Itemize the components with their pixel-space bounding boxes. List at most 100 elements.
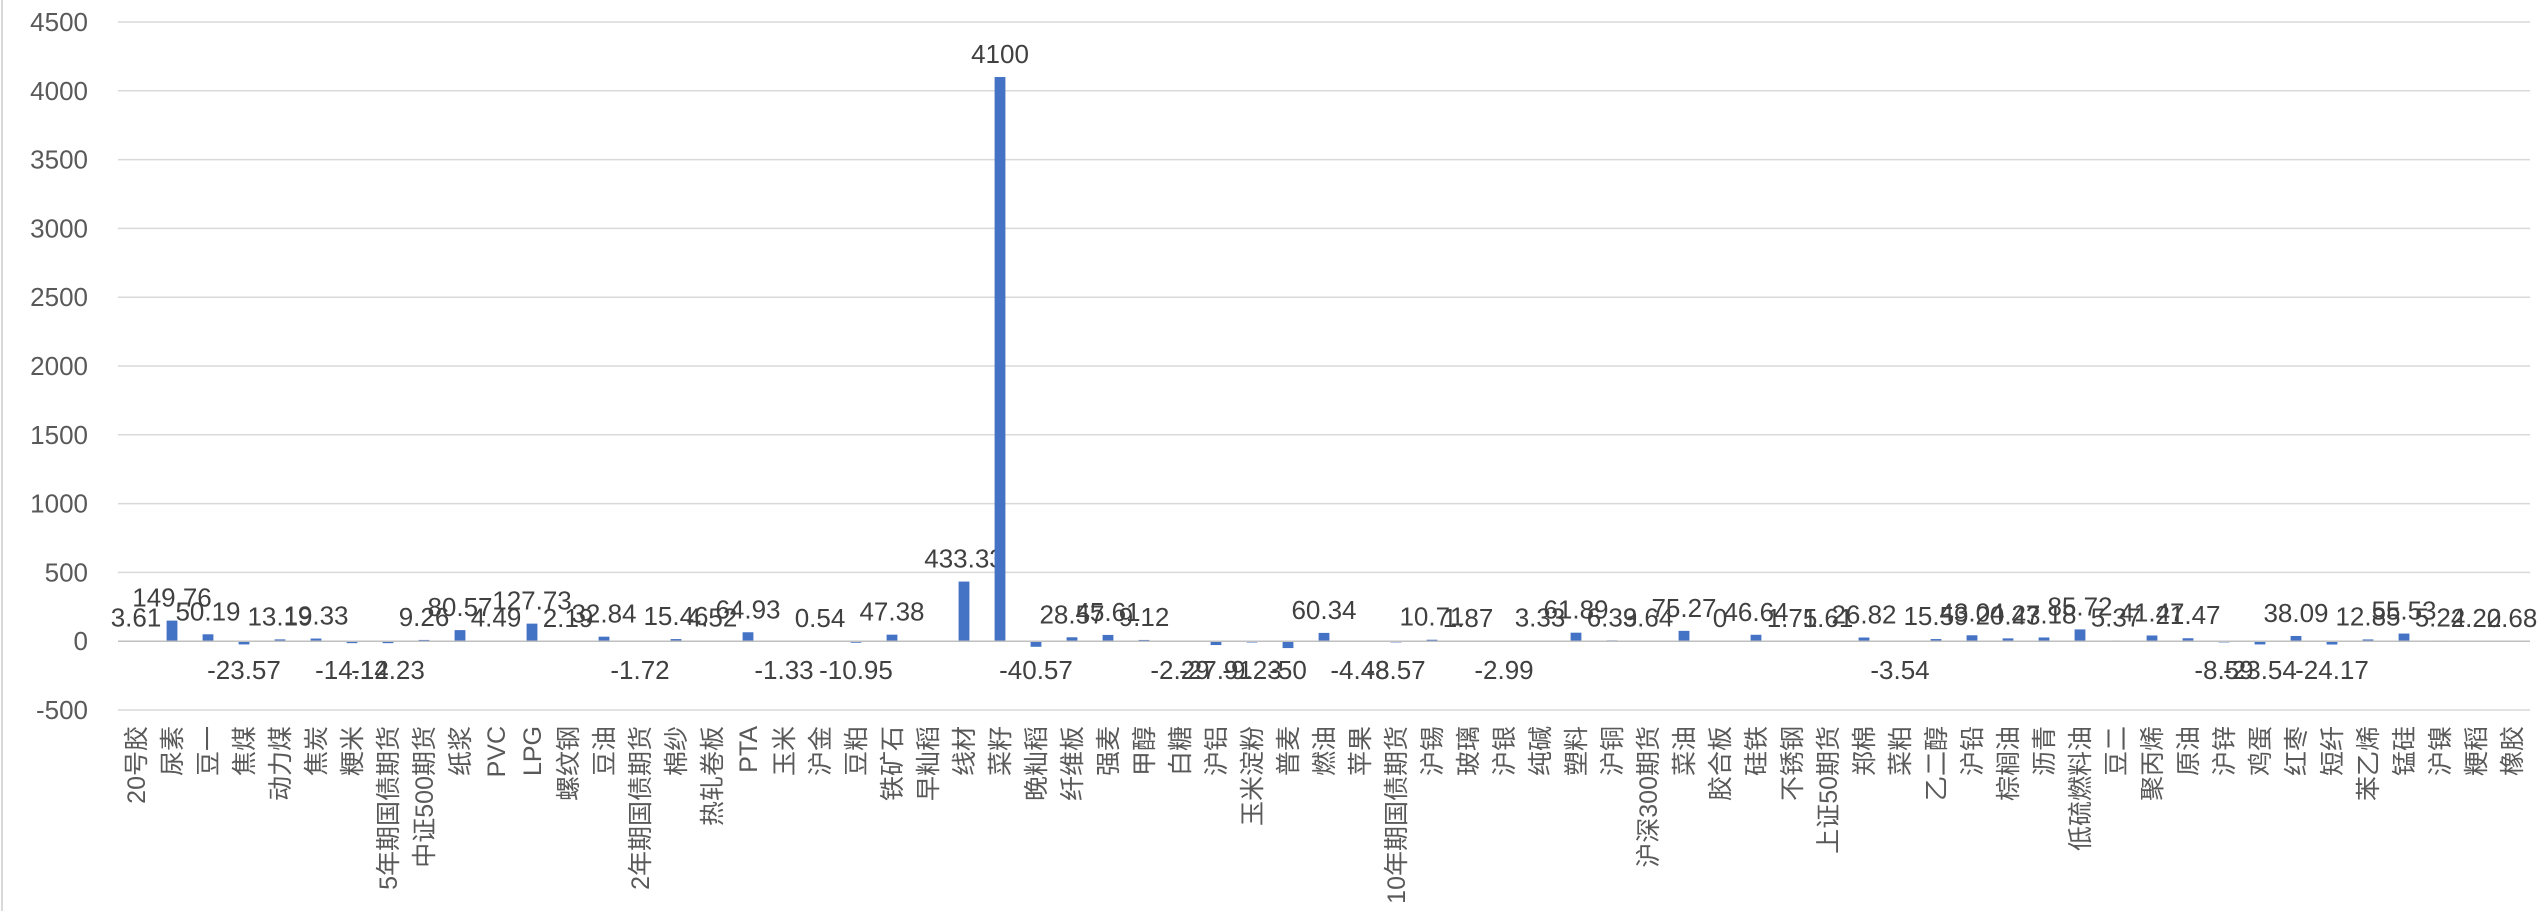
x-tick-label: 早籼稻: [915, 726, 943, 801]
x-tick-label: 尿素: [159, 726, 187, 776]
x-tick-label: 2年期国债期货: [627, 726, 655, 890]
x-tick-label: 铁矿石: [879, 726, 907, 801]
x-tick-label: 焦煤: [231, 726, 259, 776]
y-tick-label: 500: [45, 557, 88, 587]
x-tick-label: 玉米: [771, 726, 799, 776]
bar: [527, 624, 538, 642]
x-tick-label: 沥青: [2031, 726, 2059, 776]
x-tick-label: 红枣: [2283, 726, 2311, 776]
x-tick-label: 5年期国债期货: [375, 726, 403, 890]
data-label: -1.72: [610, 655, 669, 685]
data-label: 26.82: [1831, 600, 1896, 630]
data-label: -10.95: [819, 655, 893, 685]
x-tick-label: PVC: [483, 726, 511, 777]
bar: [1283, 641, 1294, 648]
x-tick-label: 沪铅: [1959, 726, 1987, 776]
x-tick-label: 豆粕: [843, 726, 871, 776]
bar: [2399, 634, 2410, 642]
data-label: 1.87: [1443, 603, 1494, 633]
data-label: 0.68: [2487, 603, 2538, 633]
bar: [455, 630, 466, 641]
x-tick-label: 乙二醇: [1923, 726, 1951, 801]
x-tick-label: 豆二: [2103, 726, 2131, 776]
y-tick-label: 3000: [30, 213, 88, 243]
x-tick-label: LPG: [519, 726, 547, 776]
data-label: -14.23: [351, 655, 425, 685]
x-tick-label: 沪深300期货: [1635, 726, 1663, 868]
y-tick-label: 4000: [30, 76, 88, 106]
y-tick-label: 3500: [30, 145, 88, 175]
x-tick-label: 原油: [2175, 726, 2203, 776]
y-tick-label: 2000: [30, 351, 88, 381]
x-tick-label: 棉纱: [663, 726, 691, 776]
x-tick-label: 白糖: [1167, 726, 1195, 776]
x-tick-label: 动力煤: [267, 726, 295, 801]
data-label: -23.57: [207, 655, 281, 685]
bar: [1751, 635, 1762, 641]
data-label: 9.12: [1119, 602, 1170, 632]
x-tick-label: 甲醇: [1131, 726, 1159, 776]
data-label: -3.54: [1870, 655, 1929, 685]
x-tick-label: 热轧卷板: [699, 726, 727, 826]
data-label: -40.57: [999, 655, 1073, 685]
x-tick-label: 沪锌: [2211, 726, 2239, 776]
bar: [743, 632, 754, 641]
x-tick-label: 沪锡: [1419, 726, 1447, 776]
x-tick-label: 菜籽: [987, 726, 1015, 776]
data-label: -23.54: [2223, 655, 2297, 685]
data-label: 38.09: [2263, 598, 2328, 628]
x-tick-label: 棕榈油: [1995, 726, 2023, 801]
data-label: 19.33: [283, 601, 348, 631]
x-tick-label: 聚丙烯: [2139, 726, 2167, 801]
x-tick-label: 沪镍: [2427, 726, 2455, 776]
x-tick-label: 纤维板: [1059, 726, 1087, 801]
data-label: 64.93: [715, 594, 780, 624]
x-tick-label: 焦炭: [303, 726, 331, 776]
bar: [995, 77, 1006, 641]
x-tick-label: 燃油: [1311, 726, 1339, 776]
x-tick-label: 不锈钢: [1779, 726, 1807, 801]
x-tick-label: 郑棉: [1851, 726, 1879, 776]
data-label: -2.99: [1474, 655, 1533, 685]
bar: [1103, 635, 1114, 641]
x-tick-label: 菜粕: [1887, 726, 1915, 776]
x-tick-label: 锰硅: [2391, 726, 2419, 776]
x-tick-label: 晚籼稻: [1023, 726, 1051, 801]
x-tick-label: 菜油: [1671, 726, 1699, 776]
data-label: -1.33: [754, 655, 813, 685]
x-tick-label: 豆一: [195, 726, 223, 776]
data-label: -50: [1269, 655, 1307, 685]
bar: [1679, 631, 1690, 641]
y-tick-label: 1000: [30, 489, 88, 519]
x-tick-label: 沪铝: [1203, 726, 1231, 776]
x-tick-label: 玉米淀粉: [1239, 726, 1267, 826]
x-tick-label: 胶合板: [1707, 726, 1735, 801]
x-tick-label: 粳米: [339, 726, 367, 776]
bar: [1319, 633, 1330, 641]
x-tick-label: 沪银: [1491, 726, 1519, 776]
bar: [2075, 629, 2086, 641]
x-tick-label: 20号胶: [123, 726, 151, 804]
bar: [1031, 641, 1042, 647]
data-label: 21.47: [2155, 600, 2220, 630]
x-tick-label: 线材: [951, 726, 979, 776]
x-tick-label: 苯乙烯: [2355, 726, 2383, 801]
x-tick-label: 沪金: [807, 726, 835, 776]
bar: [1571, 633, 1582, 642]
data-label: 47.38: [859, 597, 924, 627]
bar: [2147, 635, 2158, 641]
x-tick-label: 螺纹钢: [555, 726, 583, 801]
bar: [1967, 635, 1978, 641]
x-tick-label: 玻璃: [1455, 726, 1483, 776]
x-tick-label: 橡胶: [2499, 726, 2527, 776]
bar: [2291, 636, 2302, 641]
x-tick-label: 鸡蛋: [2247, 726, 2275, 776]
data-label: 4100: [971, 39, 1029, 69]
x-tick-label: 纸浆: [447, 726, 475, 776]
data-label: 60.34: [1291, 595, 1356, 625]
x-tick-label: 上证50期货: [1815, 726, 1843, 854]
x-tick-label: 沪铜: [1599, 726, 1627, 776]
x-tick-label: 纯碱: [1527, 726, 1555, 776]
